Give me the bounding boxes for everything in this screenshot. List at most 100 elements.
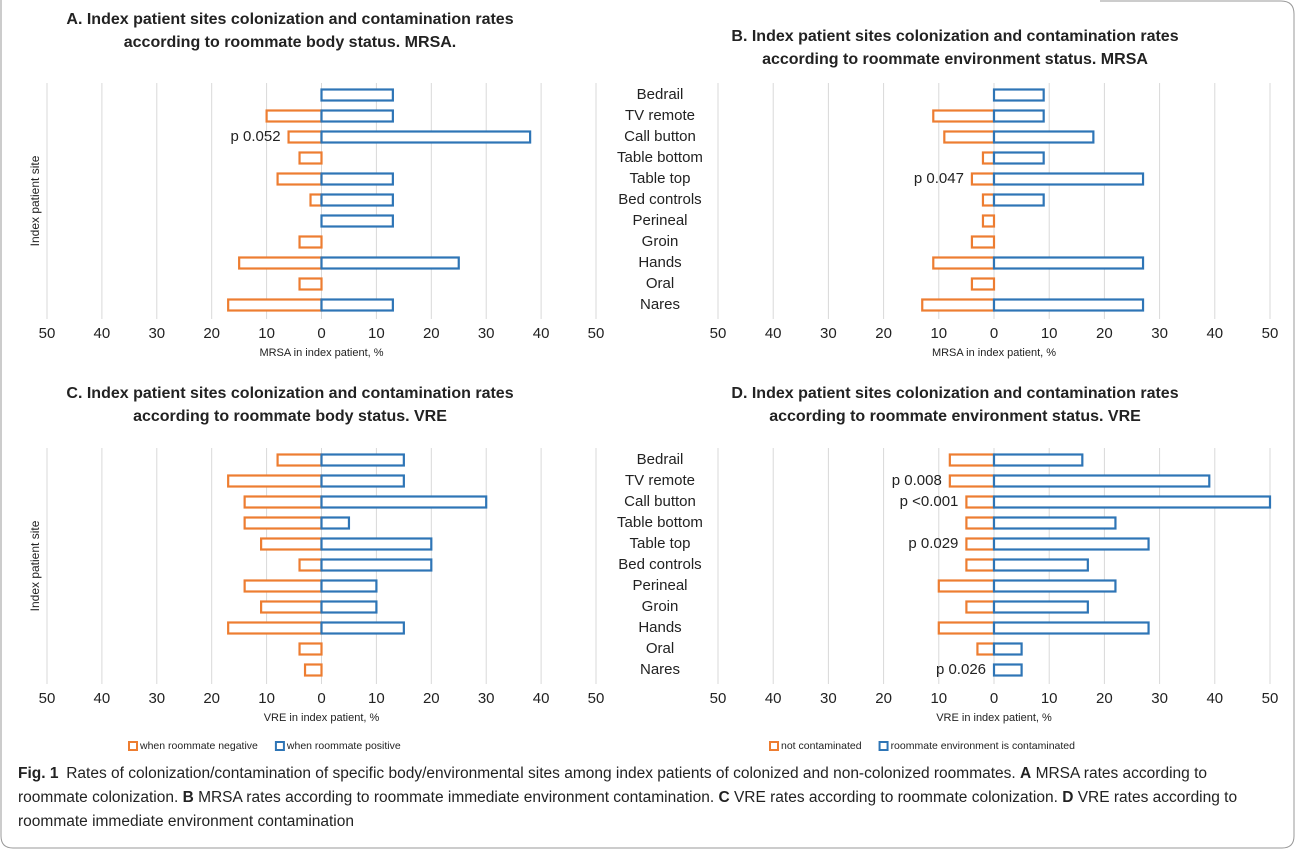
x-tick-label: 30 [148,325,165,342]
x-tick-label: 10 [930,690,947,707]
bar [948,453,996,467]
category-label: Bedrail [637,451,684,468]
category-label: Oral [646,275,674,292]
bar [227,298,323,312]
bar [320,621,405,635]
bar [298,642,323,656]
category-label: Table bottom [617,149,703,166]
bar [965,495,996,509]
bar [965,558,996,572]
bar [243,495,323,509]
bar [298,151,323,165]
x-axis-label: MRSA in index patient, % [259,347,383,359]
bar [992,256,1145,270]
x-tick-label: 50 [1262,325,1279,342]
annotation: p 0.029 [908,535,958,552]
legend-swatch [878,741,889,751]
legend-label: roommate environment is contaminated [891,740,1076,752]
category-label: Hands [638,619,681,636]
x-tick-label: 10 [368,690,385,707]
bar [276,172,323,186]
chart-title: according to roommate environment status… [769,408,1141,425]
category-label: Perineal [632,212,687,229]
x-tick-label: 10 [1041,690,1058,707]
bar [320,109,394,123]
category-label: Groin [642,598,679,615]
bar [992,663,1023,677]
bar [981,151,996,165]
bar [992,453,1084,467]
bar [992,579,1117,593]
category-label: Bed controls [618,191,701,208]
caption-text: MRSA rates according to roommate immedia… [198,789,715,806]
category-label: Bedrail [637,86,684,103]
bar [981,193,996,207]
category-label: Oral [646,640,674,657]
annotation: p 0.026 [936,661,986,678]
x-tick-label: 10 [930,325,947,342]
chart-title: B. Index patient sites colonization and … [731,28,1178,45]
bar [992,109,1045,123]
annotation: p 0.008 [892,472,942,489]
bar [227,621,323,635]
bar [992,193,1045,207]
x-tick-label: 20 [1096,690,1113,707]
bar [943,130,996,144]
bar [992,130,1095,144]
category-label: Nares [640,296,680,313]
x-tick-label: 40 [94,690,111,707]
bar [965,600,996,614]
x-tick-label: 10 [258,690,275,707]
annotation: p 0.047 [914,170,964,187]
bar [309,193,323,207]
bar [932,256,996,270]
x-tick-label: 30 [1151,690,1168,707]
x-tick-label: 20 [203,325,220,342]
x-tick-label: 10 [368,325,385,342]
legend-swatch [128,741,138,751]
chart-title: A. Index patient sites colonization and … [66,11,513,28]
bar [992,298,1145,312]
bar [243,516,323,530]
x-tick-label: 0 [990,690,998,707]
bar [320,453,405,467]
annotation: p 0.052 [231,128,281,145]
x-tick-label: 30 [478,325,495,342]
bar [238,256,323,270]
x-tick-label: 20 [423,690,440,707]
caption-text: C [718,789,730,806]
x-tick-label: 40 [94,325,111,342]
bar [320,516,351,530]
bar [320,474,405,488]
bar [320,214,394,228]
bar [320,495,488,509]
category-label: Groin [642,233,679,250]
caption-text: A [1020,765,1032,782]
x-tick-label: 0 [317,690,325,707]
bar [948,474,996,488]
x-tick-label: 10 [1041,325,1058,342]
caption-text: VRE rates according to roommate immediat… [18,789,1238,830]
bar [992,151,1045,165]
x-tick-label: 10 [258,325,275,342]
x-tick-label: 30 [1151,325,1168,342]
y-axis-label: Index patient site [28,520,42,611]
x-tick-label: 30 [820,325,837,342]
caption-label: Fig. 1 [18,765,59,782]
caption-text: VRE rates according to roommate coloniza… [733,789,1058,806]
bar [921,298,996,312]
bar [298,235,323,249]
bar [992,621,1150,635]
category-label: TV remote [625,107,695,124]
bar [320,130,532,144]
x-tick-label: 20 [423,325,440,342]
x-tick-label: 50 [588,690,605,707]
x-tick-label: 0 [990,325,998,342]
bar [260,537,323,551]
bar [937,579,996,593]
bar [320,558,433,572]
legend-label: when roommate negative [139,740,258,752]
y-axis-label: Index patient site [28,155,42,246]
